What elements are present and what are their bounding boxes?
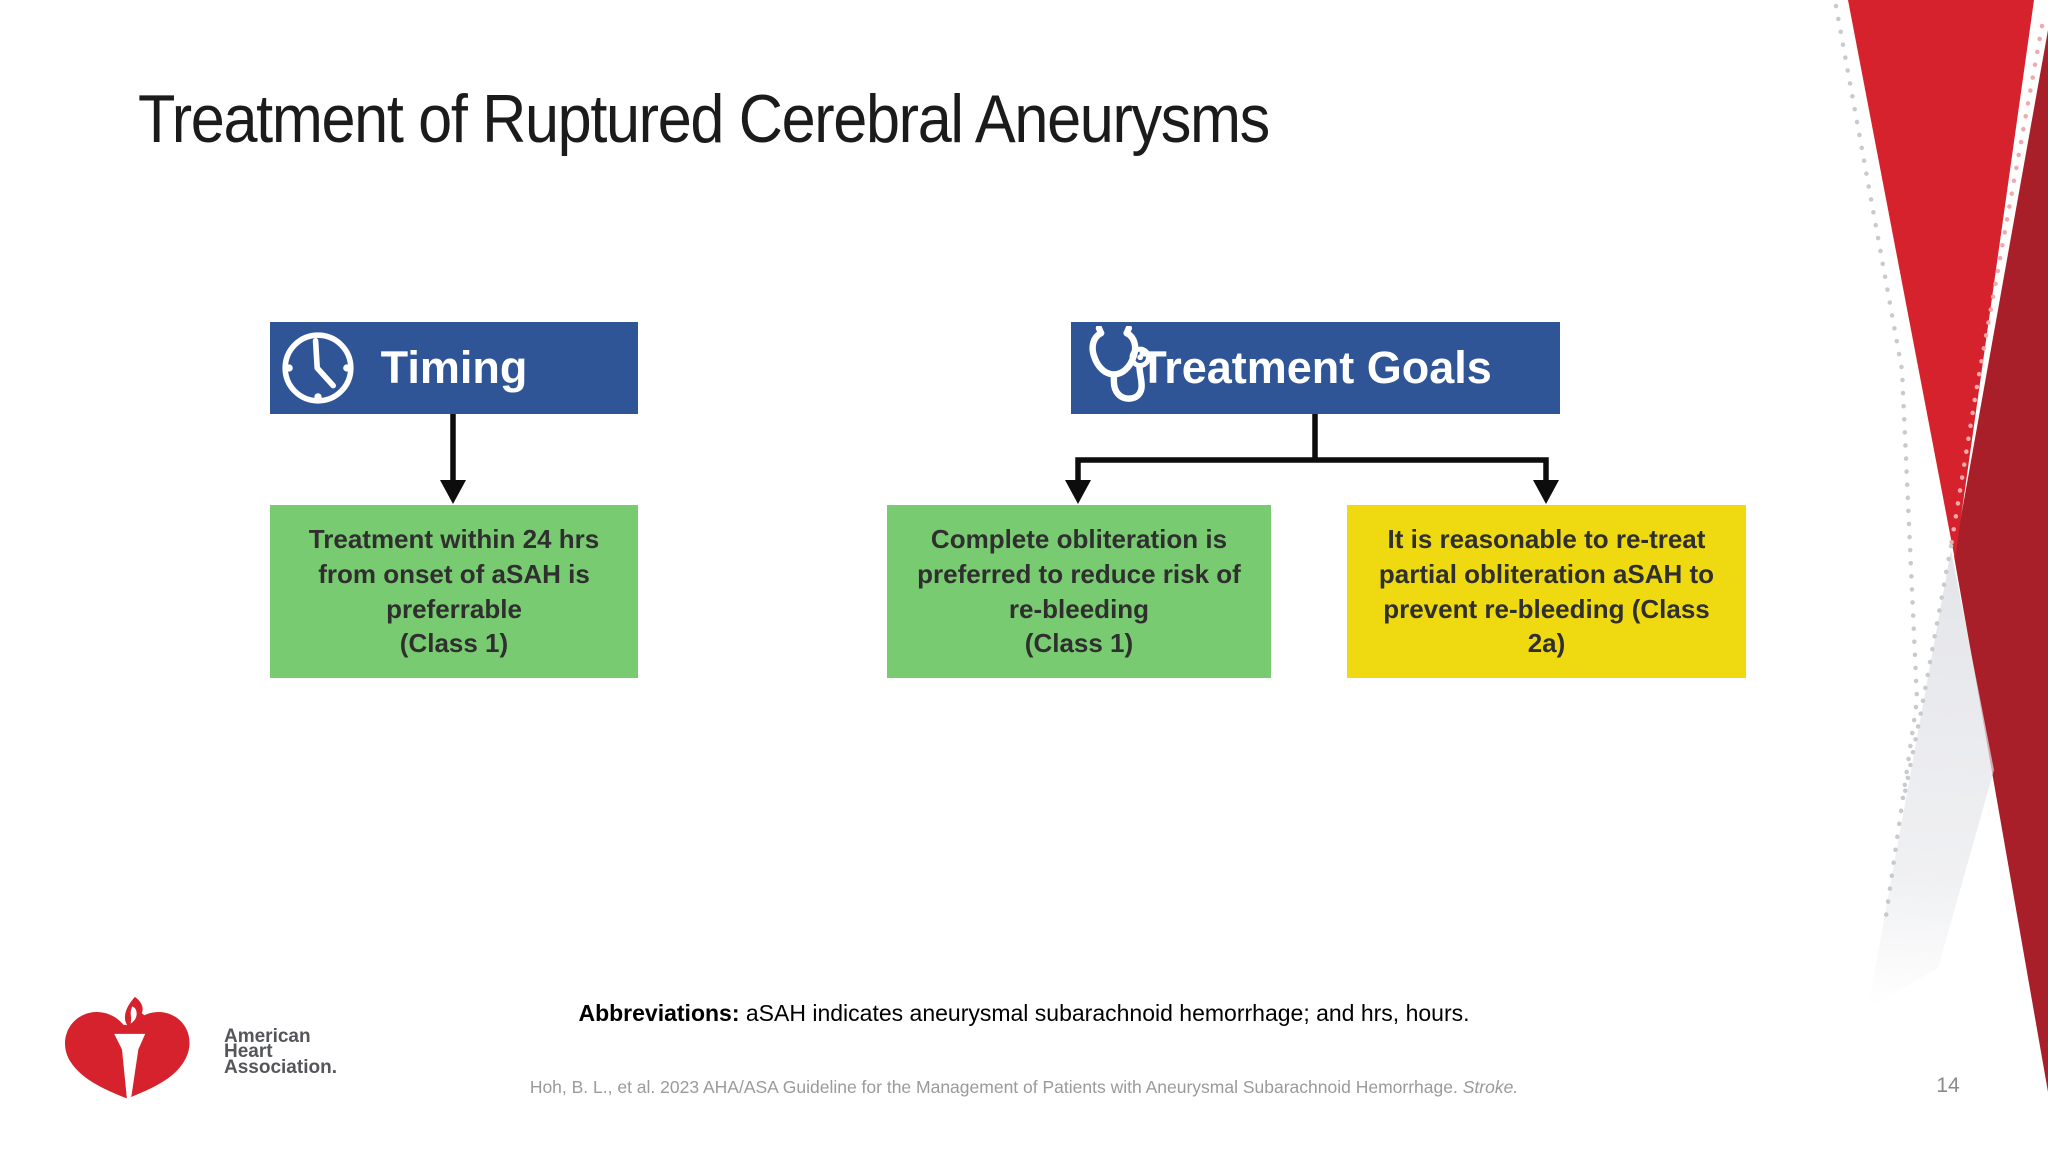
citation-text: Hoh, B. L., et al. 2023 AHA/ASA Guidelin…	[529, 1077, 1458, 1097]
aha-heart-torch-icon	[65, 996, 190, 1102]
stethoscope-icon	[1089, 326, 1151, 402]
abbreviations-note: Abbreviations: aSAH indicates aneurysmal…	[0, 1000, 2048, 1027]
timing-header-label: Timing	[380, 342, 528, 393]
abbreviations-text: aSAH indicates aneurysmal subarachnoid h…	[745, 1000, 1470, 1026]
dotted-line-left	[1833, 3, 1920, 919]
goals-outcome-box-right: It is reasonable to re-treat partial obl…	[1347, 505, 1746, 678]
ribbon-dark-red-wedge	[1954, 30, 2048, 1092]
goals-outcome-right-text: It is reasonable to re-treat partial obl…	[1378, 524, 1715, 659]
timing-outcome-box: Treatment within 24 hrs from onset of aS…	[270, 505, 638, 678]
dotted-line-right-upper	[1948, 23, 2045, 549]
clock-icon	[282, 332, 354, 404]
arrow-goals-branch	[1075, 457, 1549, 484]
timing-header: Timing	[270, 322, 638, 414]
page-number: 14	[1936, 1074, 1960, 1097]
aha-logo: American Heart Association.	[52, 996, 337, 1108]
aha-logo-line3: Association.	[224, 1056, 337, 1078]
aha-logo-line2: Heart	[224, 1041, 273, 1063]
timing-outcome-text: Treatment within 24 hrs from onset of aS…	[308, 524, 600, 659]
ribbon-red-wedge	[1848, 0, 2034, 560]
aha-logo-line1: American	[224, 1025, 311, 1047]
citation-journal: Stroke.	[1462, 1077, 1519, 1097]
abbreviations-label: Abbreviations:	[578, 1000, 740, 1026]
treatment-goals-header: Treatment Goals	[1071, 322, 1560, 414]
page-title: Treatment of Ruptured Cerebral Aneurysms	[138, 81, 1270, 157]
ribbon-shapes	[1833, 0, 2048, 1092]
citation: Hoh, B. L., et al. 2023 AHA/ASA Guidelin…	[0, 1077, 2048, 1098]
treatment-goals-header-label: Treatment Goals	[1139, 342, 1492, 393]
ribbon-gray-wedge	[1868, 550, 1994, 1008]
arrow-timing-head	[440, 480, 466, 504]
dotted-line-right-lower	[1902, 543, 1954, 795]
arrow-goals-left-head	[1065, 480, 1091, 504]
arrow-goals-right-head	[1533, 480, 1559, 504]
goals-outcome-box-left: Complete obliteration is preferred to re…	[887, 505, 1271, 678]
aha-logo-text: American Heart Association.	[224, 1025, 337, 1078]
goals-outcome-left-text: Complete obliteration is preferred to re…	[917, 524, 1241, 659]
